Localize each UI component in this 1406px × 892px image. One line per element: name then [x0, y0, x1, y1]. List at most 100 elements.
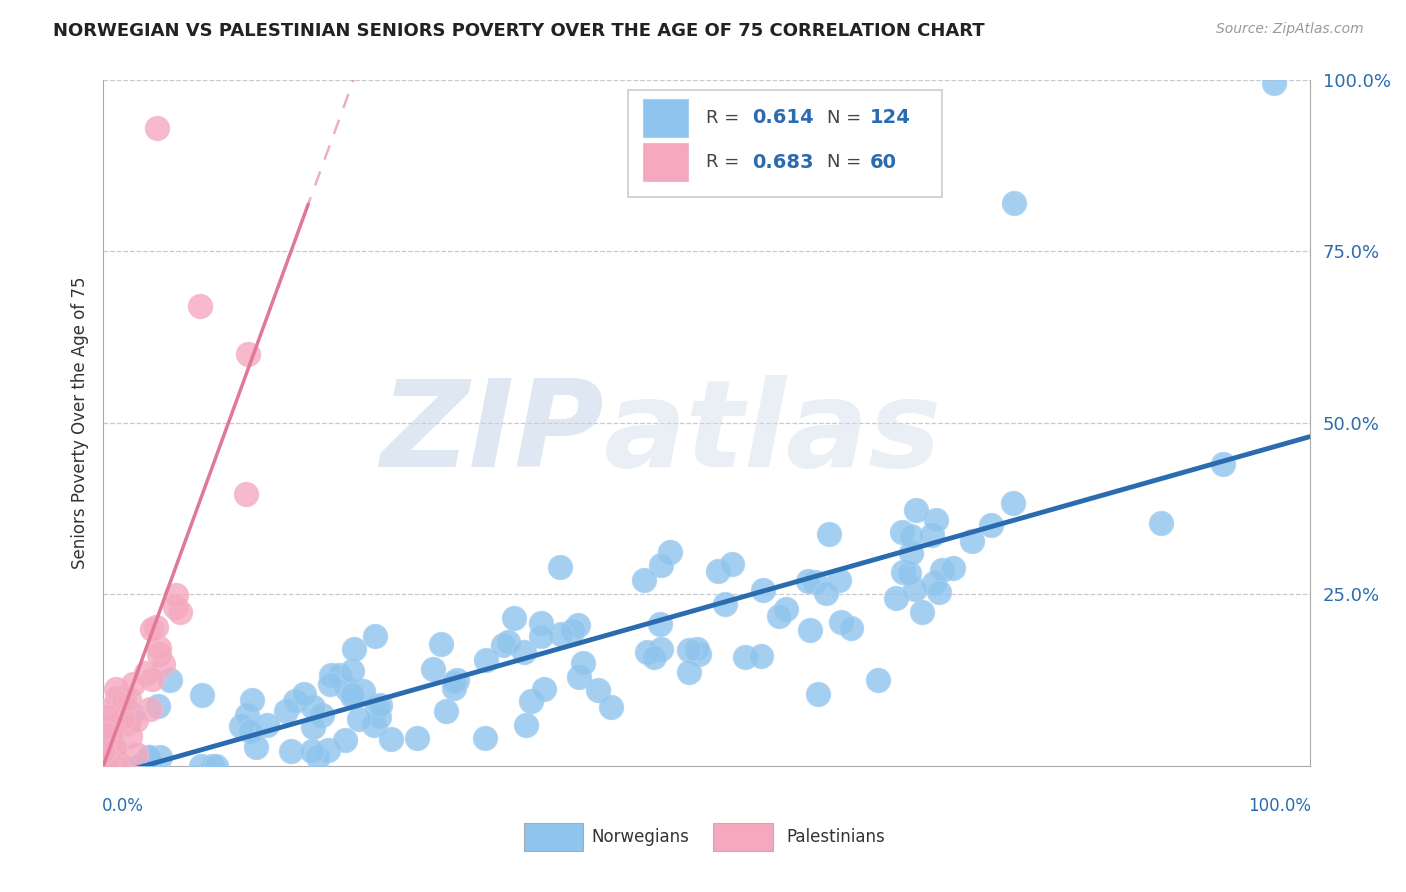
Point [93, 758, 115, 772]
Text: R =: R = [706, 109, 745, 127]
Point [599, 700, 621, 714]
Point [301, 700, 323, 714]
Point [650, 642, 672, 657]
Point [898, 566, 921, 580]
Point [530, 629, 553, 643]
Point [148, 698, 170, 713]
Point [307, 749, 329, 764]
Point [828, 573, 851, 587]
Point [280, 744, 302, 758]
Point [148, 641, 170, 656]
Point [707, 565, 730, 579]
Point [98, 752, 121, 766]
Point [925, 513, 948, 527]
Point [775, 602, 797, 616]
Point [104, 742, 127, 756]
Point [814, 586, 837, 600]
Text: NORWEGIAN VS PALESTINIAN SENIORS POVERTY OVER THE AGE OF 75 CORRELATION CHART: NORWEGIAN VS PALESTINIAN SENIORS POVERTY… [53, 22, 986, 40]
Point [924, 576, 946, 591]
Text: 60: 60 [869, 153, 897, 172]
Point [104, 758, 127, 772]
Point [910, 605, 932, 619]
Point [1212, 457, 1234, 471]
Point [93, 758, 115, 772]
Point [122, 677, 145, 691]
Point [891, 565, 914, 579]
Point [100, 728, 122, 742]
Point [190, 688, 212, 702]
Point [650, 558, 672, 573]
Point [406, 731, 429, 746]
Point [91, 735, 114, 749]
Point [550, 560, 572, 574]
Point [238, 723, 260, 738]
Point [316, 742, 339, 756]
Point [91, 758, 114, 772]
Point [429, 637, 451, 651]
Point [366, 700, 388, 714]
Point [804, 575, 827, 590]
Point [93, 744, 115, 758]
Point [121, 707, 143, 722]
Point [148, 647, 170, 661]
Point [643, 649, 665, 664]
Point [904, 503, 927, 517]
Point [713, 597, 735, 611]
Text: Norwegians: Norwegians [591, 828, 689, 846]
Point [422, 662, 444, 676]
Point [112, 694, 135, 708]
Point [141, 672, 163, 686]
Point [105, 691, 128, 706]
Point [568, 670, 591, 684]
Point [900, 529, 922, 543]
Point [120, 729, 142, 743]
Point [98, 758, 121, 772]
Point [201, 758, 224, 772]
Point [124, 747, 146, 761]
Point [135, 665, 157, 680]
Point [830, 615, 852, 629]
Point [503, 610, 526, 624]
Text: Source: ZipAtlas.com: Source: ZipAtlas.com [1216, 22, 1364, 37]
Point [204, 758, 226, 772]
Text: R =: R = [706, 153, 745, 171]
Point [367, 710, 389, 724]
Point [311, 708, 333, 723]
Point [928, 585, 950, 599]
Point [980, 518, 1002, 533]
Point [884, 591, 907, 605]
Point [146, 120, 169, 135]
Point [550, 626, 572, 640]
Point [96, 750, 118, 764]
Point [169, 605, 191, 619]
Point [515, 718, 537, 732]
Point [586, 682, 609, 697]
Point [97, 703, 120, 717]
Point [104, 681, 127, 696]
Point [149, 750, 172, 764]
Point [103, 753, 125, 767]
Point [921, 528, 943, 542]
Point [100, 743, 122, 757]
Point [93, 758, 115, 772]
Point [163, 599, 186, 614]
Point [768, 608, 790, 623]
Point [118, 692, 141, 706]
Point [443, 674, 465, 689]
Point [633, 573, 655, 587]
Point [492, 638, 515, 652]
Point [229, 719, 252, 733]
Point [98, 758, 121, 772]
Point [107, 758, 129, 772]
Point [97, 758, 120, 772]
Point [797, 574, 820, 588]
Point [93, 758, 115, 772]
Point [124, 713, 146, 727]
Point [100, 758, 122, 772]
Point [443, 681, 465, 695]
Point [1001, 496, 1024, 510]
Point [141, 622, 163, 636]
Point [165, 588, 187, 602]
Point [138, 749, 160, 764]
Point [352, 684, 374, 698]
